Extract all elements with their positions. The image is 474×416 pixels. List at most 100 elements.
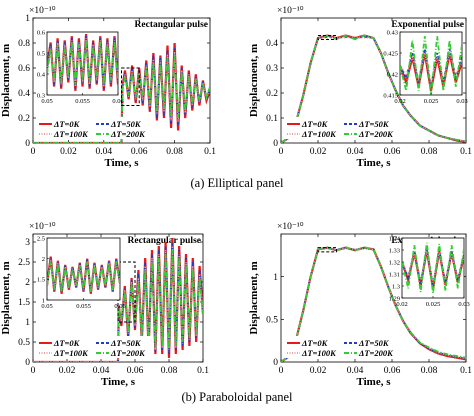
legend-label: ΔT=100K <box>301 348 337 358</box>
x-tick-label: 0.06 <box>131 147 148 157</box>
legend-label: ΔT=0K <box>301 338 329 348</box>
inset-x-tick-label: 0.02 <box>394 98 405 105</box>
inset-y-tick-label: 0.43 <box>387 29 398 36</box>
zoom-region-marker <box>317 35 337 40</box>
inset-series-line-3 <box>47 40 118 85</box>
legend-label: ΔT=200K <box>358 348 394 358</box>
inset-y-tick-label: 0.425 <box>383 50 398 57</box>
inset-y-tick-label: 0.3 <box>37 92 45 99</box>
y-tick-label: 0 <box>25 139 30 149</box>
x-tick-label: 0 <box>279 147 284 157</box>
y-axis-label: Displacment, m <box>248 44 260 117</box>
caption-elliptical: (a) Elliptical panel <box>190 176 284 190</box>
x-tick-label: 0 <box>31 147 36 157</box>
legend-box <box>284 336 400 358</box>
legend-box <box>36 336 152 358</box>
y-tick-label: 0.4 <box>266 39 278 49</box>
inset-plot: 0.05 0.055 0.06 0.3 0.4 0.5 0.6 <box>37 29 125 105</box>
x-tick-label: 0.02 <box>310 147 327 157</box>
inset-series-line-2 <box>402 250 464 283</box>
y-tick-label: 0.2 <box>18 114 30 124</box>
y-tick-label: 1 <box>25 318 30 328</box>
inset-y-tick-label: 0.5 <box>37 50 45 57</box>
inset-y-tick-label: 1.32 <box>389 259 400 266</box>
x-axis-label: Time, s <box>356 157 391 169</box>
x-tick-label: 0 <box>279 366 284 376</box>
x-tick-label: 0.04 <box>95 147 112 157</box>
inset-y-tick-label: 0.6 <box>37 29 46 36</box>
main-series-line-3 <box>33 249 203 362</box>
y-tick-label: 2.5 <box>18 258 30 268</box>
legend-label: ΔT=200K <box>110 129 146 139</box>
main-series-line-3 <box>281 246 466 362</box>
y-tick-label: 0 <box>273 139 278 149</box>
x-axis-label: Time, s <box>356 376 391 388</box>
legend-label: ΔT=0K <box>53 338 81 348</box>
legend-label: ΔT=0K <box>301 119 329 129</box>
chart-panel-1: 0 0.02 0.04 0.06 0.08 0.1 0 0.1 0.2 0.3 0.4 ×10⁻¹⁰ E… <box>248 5 472 169</box>
legend-label: ΔT=100K <box>53 348 89 358</box>
y-tick-label: 2 <box>25 278 30 288</box>
inset-plot: 0.02 0.025 0.03 0.415 0.42 0.425 0.43 <box>383 29 467 105</box>
chart-panel-3: 00.020.040.060.080.100.51×10⁻¹⁰Exponenti… <box>248 221 472 388</box>
chart-panel-2: 0 0.02 0.04 0.06 0.08 0.1 0 0.5 1 1.5 2 2.5 3 ×10⁻¹⁰ R… <box>0 221 209 388</box>
legend-label: ΔT=100K <box>301 129 337 139</box>
y-tick-label: 3 <box>25 238 30 248</box>
x-tick-label: 0.1 <box>204 147 216 157</box>
y-exponent-label: ×10⁻¹⁰ <box>29 5 56 16</box>
inset-x-tick-label: 0.05 <box>41 98 52 105</box>
x-axis-label: Time, s <box>104 157 139 169</box>
inset-plot: 0.05 0.055 0.06 1 1.5 2 2.5 <box>37 235 127 310</box>
inset-y-tick-label: 1.34 <box>389 235 401 242</box>
main-series-line-3 <box>33 55 210 143</box>
inset-x-tick-label: 0.03 <box>456 98 467 105</box>
y-tick-label: 0 <box>25 358 30 368</box>
x-tick-label: 0.06 <box>384 147 401 157</box>
y-axis-label: Displacment, m <box>0 261 12 334</box>
x-tick-label: 0.08 <box>166 147 183 157</box>
legend-box <box>36 117 152 139</box>
plot-frame <box>280 17 467 144</box>
y-exponent-label: ×10⁻¹⁰ <box>277 5 304 16</box>
y-exponent-label: ×10⁻¹⁰ <box>29 221 56 232</box>
plot-frame <box>280 233 467 363</box>
x-tick-label: 0.02 <box>310 366 327 376</box>
inset-series-line-3 <box>400 36 462 95</box>
inset-y-tick-label: 1.29 <box>389 295 400 302</box>
x-tick-label: 0.1 <box>197 366 209 376</box>
inset-series-line-3 <box>47 260 120 292</box>
inset-y-tick-label: 2 <box>42 256 45 263</box>
zoom-region-marker <box>317 247 337 253</box>
legend-label: ΔT=0K <box>53 119 81 129</box>
inset-series-line-2 <box>47 259 120 292</box>
legend-label: ΔT=200K <box>110 348 146 358</box>
x-tick-label: 0.02 <box>60 147 77 157</box>
x-tick-label: 0.02 <box>59 366 76 376</box>
x-tick-label: 0.06 <box>127 366 144 376</box>
y-exponent-label: ×10⁻¹⁰ <box>277 221 304 232</box>
inset-series-line-1 <box>47 258 120 293</box>
inset-x-tick-label: 0.06 <box>114 303 126 310</box>
x-tick-label: 0.08 <box>421 147 438 157</box>
x-tick-label: 0.04 <box>347 147 364 157</box>
y-tick-label: 0.8 <box>18 39 30 49</box>
inset-y-tick-label: 0.42 <box>387 71 398 78</box>
inset-x-tick-label: 0.055 <box>76 303 91 310</box>
y-tick-label: 1.5 <box>18 298 30 308</box>
x-tick-label: 0.06 <box>384 366 401 376</box>
inset-series-line-1 <box>402 248 464 287</box>
inset-x-tick-label: 0.025 <box>424 98 439 105</box>
x-tick-label: 0.08 <box>161 366 178 376</box>
chart-title: Rectangular pulse <box>135 20 208 30</box>
x-tick-label: 0 <box>31 366 36 376</box>
chart-title: Exponential pulse <box>391 20 464 30</box>
zoom-region-marker <box>121 67 140 106</box>
y-axis-label: Displacment, m <box>248 261 260 334</box>
legend-label: ΔT=50K <box>358 119 390 129</box>
y-tick-label: 0.1 <box>266 114 278 124</box>
inset-y-tick-label: 1.5 <box>37 277 45 284</box>
legend-label: ΔT=100K <box>53 129 89 139</box>
y-tick-label: 0 <box>273 358 278 368</box>
y-tick-label: 0.3 <box>266 64 278 74</box>
inset-x-tick-label: 0.03 <box>458 301 469 308</box>
